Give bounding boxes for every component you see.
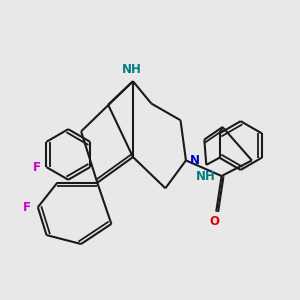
Text: O: O — [210, 215, 220, 228]
Text: NH: NH — [196, 170, 216, 183]
Text: F: F — [23, 201, 31, 214]
Text: N: N — [190, 154, 200, 167]
Text: NH: NH — [122, 63, 141, 76]
Text: F: F — [33, 160, 41, 174]
